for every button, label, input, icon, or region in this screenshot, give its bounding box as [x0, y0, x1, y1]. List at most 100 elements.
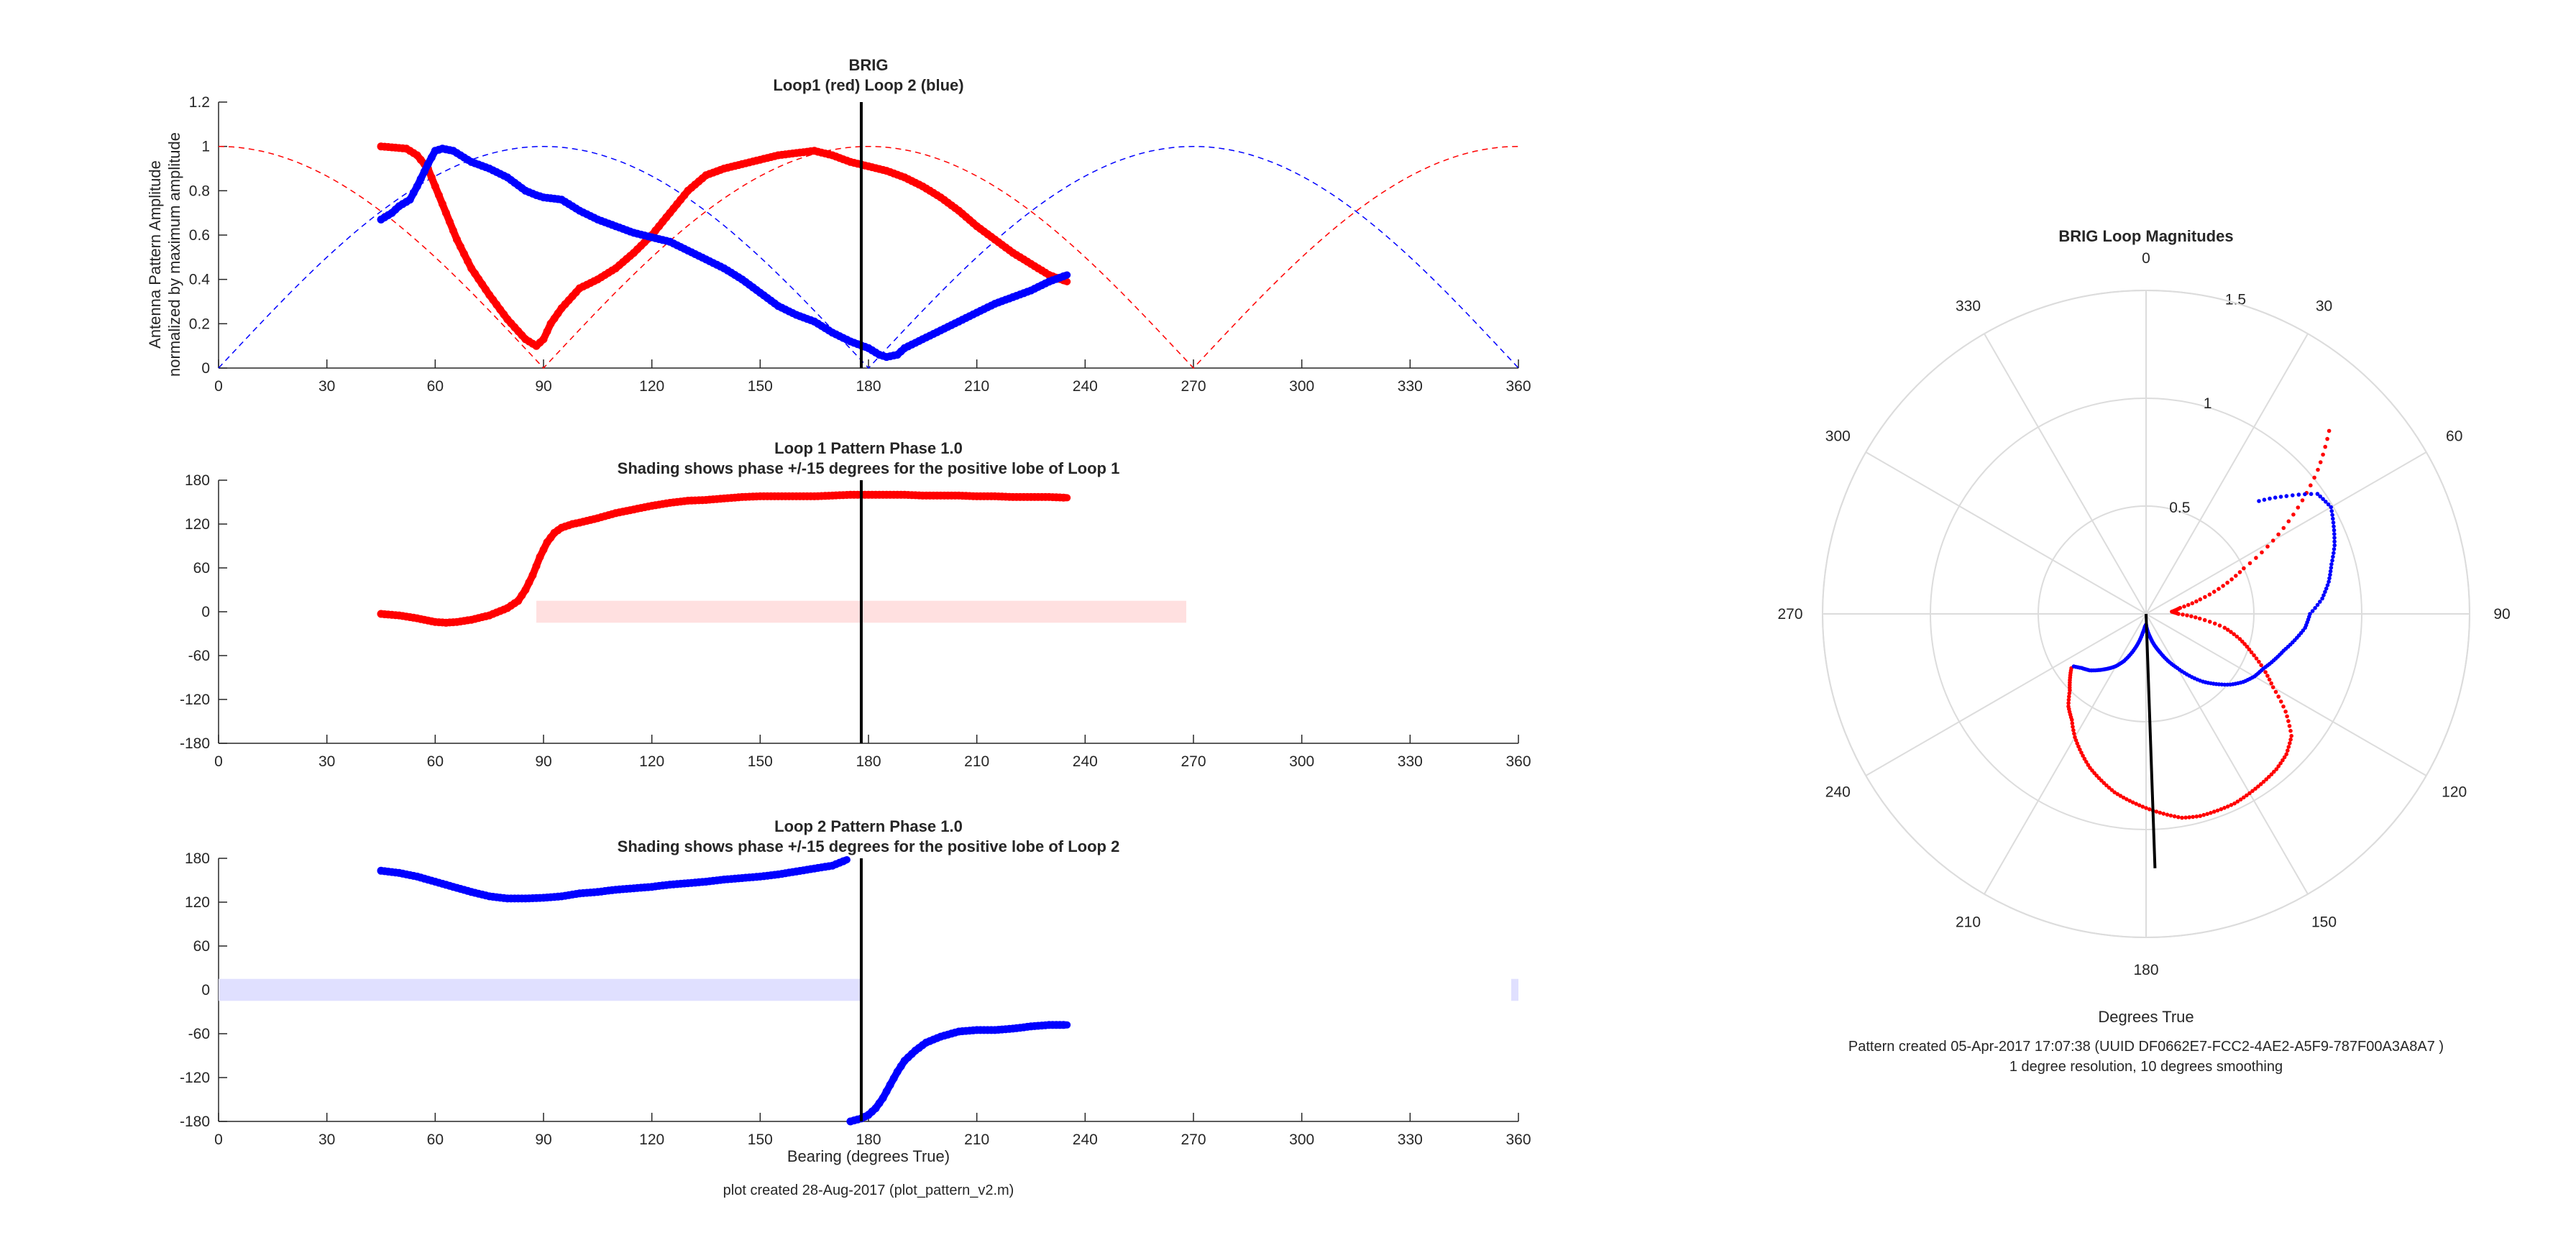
x-tick-label: 180	[856, 753, 881, 770]
x-tick-label: 120	[639, 753, 664, 770]
y-tick-label: 60	[193, 560, 210, 577]
polar-data-point	[2315, 492, 2320, 496]
polar-data-point	[2232, 801, 2237, 806]
polar-data-point	[2222, 625, 2227, 630]
polar-data-point	[2263, 670, 2268, 674]
x-tick-label: 0	[214, 378, 223, 395]
polar-data-point	[2288, 728, 2293, 733]
polar-data-point	[2270, 685, 2275, 689]
x-tick-label: 210	[964, 378, 989, 395]
polar-data-point	[2276, 532, 2281, 537]
polar-data-point	[2324, 587, 2329, 591]
polar-data-point	[2161, 812, 2166, 816]
data-point	[434, 191, 443, 199]
polar-data-point	[2332, 528, 2337, 533]
x-tick-label: 210	[964, 753, 989, 770]
polar-data-point	[2198, 814, 2203, 818]
polar-data-point	[2276, 694, 2281, 699]
loop1-phase-series	[377, 480, 1186, 743]
polar-data-point	[2281, 704, 2286, 709]
y-tick-label: -120	[180, 692, 210, 708]
polar-spoke	[2145, 613, 2427, 776]
polar-data-point	[2332, 536, 2337, 540]
series-line	[377, 144, 1071, 361]
polar-data-point	[2332, 532, 2337, 536]
x-tick-label: 360	[1505, 378, 1531, 395]
x-tick-label: 330	[1398, 753, 1423, 770]
polar-data-point	[2278, 699, 2283, 704]
data-point	[528, 571, 537, 579]
polar-data-point	[2309, 483, 2313, 487]
x-tick-label: 240	[1073, 1131, 1098, 1148]
polar-data-point	[2309, 492, 2314, 496]
polar-data-point	[2321, 593, 2326, 597]
polar-data-point	[2107, 786, 2112, 790]
polar-data-point	[2209, 811, 2213, 815]
data-point	[464, 257, 472, 265]
data-point	[532, 562, 541, 570]
y-tick-label: 60	[193, 938, 210, 955]
polar-data-point	[2312, 475, 2316, 480]
polar-data-point	[2284, 752, 2288, 756]
polar-data-point	[2267, 677, 2272, 682]
resolution-note: 1 degree resolution, 10 degrees smoothin…	[2009, 1059, 2283, 1075]
y-tick-label: -60	[188, 1026, 210, 1042]
data-point	[423, 160, 432, 168]
phase-shading-band	[219, 978, 861, 1001]
series-line	[846, 1021, 1071, 1125]
polar-data-point	[2288, 741, 2292, 745]
polar-data-point	[2109, 788, 2114, 792]
polar-title: BRIG Loop Magnitudes	[2058, 227, 2233, 245]
polar-data-point	[2245, 644, 2250, 649]
polar-data-point	[2284, 494, 2289, 498]
x-tick-label: 360	[1505, 1131, 1531, 1148]
polar-data-point	[2186, 602, 2191, 607]
polar-data-point	[2267, 774, 2271, 779]
polar-data-point	[2325, 583, 2330, 587]
polar-data-point	[2261, 779, 2266, 784]
x-tick-label: 30	[318, 753, 335, 770]
y-tick-label: 180	[185, 850, 210, 867]
theta-tick-label: 60	[2446, 428, 2462, 445]
x-tick-label: 90	[535, 1131, 551, 1148]
theta-tick-label: 30	[2316, 298, 2332, 314]
polar-data-point	[2229, 577, 2234, 582]
polar-data-point	[2332, 539, 2337, 544]
polar-data-point	[2256, 784, 2260, 789]
polar-data-point	[2067, 691, 2072, 696]
polar-data-point	[2234, 634, 2240, 639]
x-tick-label: 0	[214, 753, 223, 770]
data-point	[1059, 1021, 1068, 1029]
polar-data-point	[2252, 653, 2256, 658]
polar-data-point	[2176, 612, 2181, 616]
polar-data-point	[2180, 815, 2184, 820]
polar-data-point	[2329, 505, 2333, 510]
polar-data-point	[2073, 738, 2078, 743]
polar-data-point	[2281, 525, 2286, 531]
polar-data-point	[2181, 612, 2185, 617]
polar-data-point	[2323, 589, 2327, 594]
data-point	[536, 553, 544, 561]
data-point	[525, 578, 533, 587]
polar-data-point	[2321, 452, 2325, 457]
x-tick-label: 270	[1181, 1131, 1206, 1148]
polar-data-point	[2328, 572, 2332, 577]
theta-tick-label: 300	[1825, 428, 1851, 445]
polar-panel: BRIG Loop Magnitudes 0 30 60 90 120 150 180 210…	[1777, 227, 2510, 1075]
polar-data-point	[2329, 562, 2334, 566]
x-tick-label: 60	[427, 378, 444, 395]
data-point	[1059, 493, 1068, 502]
data-point	[879, 1094, 887, 1102]
polar-data-point	[2269, 681, 2273, 686]
polar-spoke	[1865, 613, 2147, 776]
polar-data-point	[2315, 602, 2320, 607]
data-point	[445, 218, 454, 226]
polar-data-point	[2283, 710, 2288, 714]
polar-data-point	[2254, 656, 2259, 661]
polar-data-point	[2259, 663, 2263, 668]
polar-spoke	[1984, 333, 2147, 615]
polar-data-point	[2331, 516, 2335, 521]
y-tick-label: 0	[201, 604, 210, 620]
polar-data-point	[2237, 637, 2242, 641]
